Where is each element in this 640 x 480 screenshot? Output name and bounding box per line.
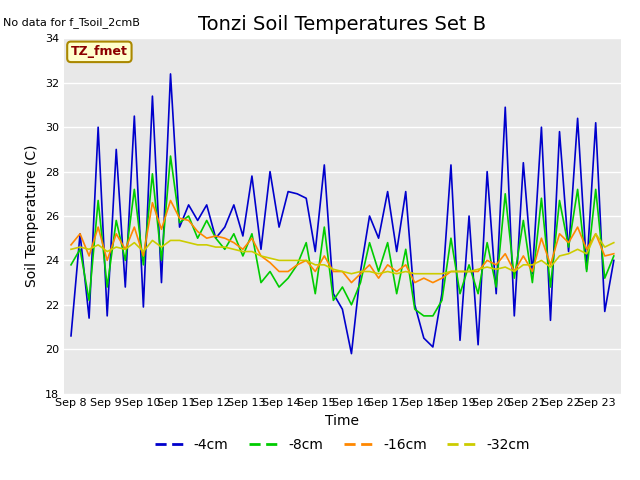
Title: Tonzi Soil Temperatures Set B: Tonzi Soil Temperatures Set B	[198, 15, 486, 34]
Y-axis label: Soil Temperature (C): Soil Temperature (C)	[26, 145, 39, 287]
X-axis label: Time: Time	[325, 414, 360, 428]
Text: TZ_fmet: TZ_fmet	[71, 45, 128, 59]
Legend: -4cm, -8cm, -16cm, -32cm: -4cm, -8cm, -16cm, -32cm	[149, 432, 536, 458]
Text: No data for f_Tsoil_2cmB: No data for f_Tsoil_2cmB	[3, 17, 140, 28]
